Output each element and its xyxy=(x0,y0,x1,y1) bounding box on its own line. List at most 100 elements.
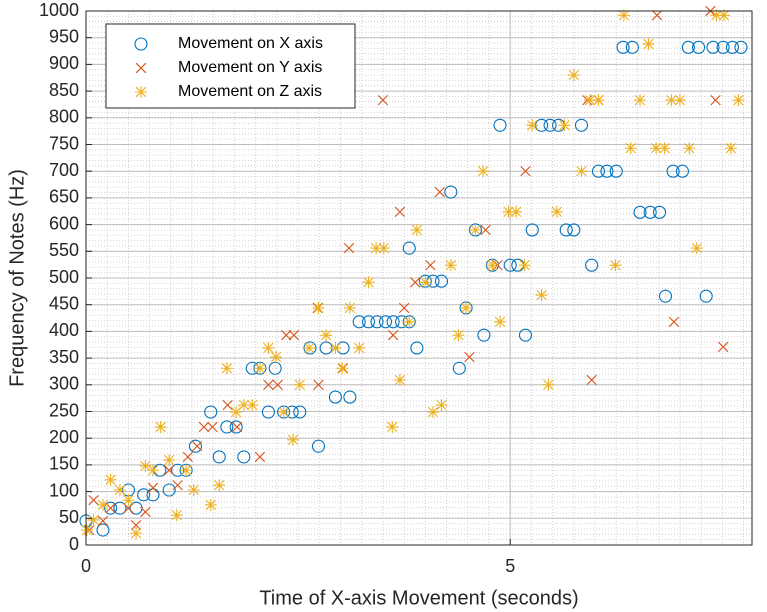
point xyxy=(88,494,99,506)
point xyxy=(187,483,200,496)
series xyxy=(79,40,748,537)
point xyxy=(486,259,499,272)
point xyxy=(377,94,389,106)
point xyxy=(724,142,737,155)
point xyxy=(311,439,326,453)
point xyxy=(386,315,400,329)
point xyxy=(426,406,439,419)
legend-marker xyxy=(134,37,148,51)
point xyxy=(287,433,300,446)
point xyxy=(477,165,490,178)
point xyxy=(518,328,533,342)
point xyxy=(526,119,539,132)
y-tick-label: 950 xyxy=(49,26,79,46)
point xyxy=(586,374,597,386)
point xyxy=(592,94,605,107)
y-tick-label: 850 xyxy=(49,80,79,100)
point xyxy=(230,406,243,419)
point xyxy=(303,341,316,354)
point xyxy=(162,483,176,497)
point xyxy=(434,186,445,198)
point xyxy=(261,405,275,419)
legend-marker xyxy=(135,86,147,98)
point xyxy=(87,513,100,526)
point xyxy=(591,164,605,178)
y-tick-label: 300 xyxy=(49,374,79,394)
point xyxy=(525,223,539,237)
point xyxy=(154,420,167,433)
point xyxy=(130,527,143,540)
point xyxy=(434,274,449,288)
point xyxy=(313,379,324,390)
point xyxy=(616,40,630,54)
point xyxy=(204,498,217,511)
point xyxy=(80,524,93,537)
marks xyxy=(79,5,748,540)
point xyxy=(567,223,581,237)
point xyxy=(543,118,557,132)
point xyxy=(272,379,283,390)
point xyxy=(494,315,507,328)
y-tick-label: 200 xyxy=(49,427,79,447)
point xyxy=(336,362,349,375)
point xyxy=(732,94,745,107)
point xyxy=(97,515,109,527)
point xyxy=(718,9,731,22)
point xyxy=(398,302,410,314)
point xyxy=(140,506,151,518)
point xyxy=(281,329,292,341)
x-axis-label: Time of X-axis Movement (seconds) xyxy=(259,587,578,609)
point xyxy=(222,399,233,411)
point xyxy=(609,259,622,272)
point xyxy=(188,439,202,453)
series xyxy=(80,9,745,540)
point xyxy=(130,520,142,531)
point xyxy=(559,223,573,237)
point xyxy=(542,378,555,391)
point xyxy=(246,399,259,412)
point xyxy=(394,206,406,217)
point xyxy=(617,9,630,22)
point xyxy=(370,242,383,255)
point xyxy=(263,379,274,390)
point xyxy=(633,205,647,219)
point xyxy=(231,421,243,433)
point xyxy=(477,328,491,342)
point xyxy=(402,241,416,255)
point xyxy=(386,420,399,433)
point xyxy=(104,501,118,515)
legend: Movement on X axis Movement on Y axis Move… xyxy=(105,23,356,109)
point xyxy=(574,118,589,132)
point xyxy=(198,421,210,433)
point xyxy=(288,329,300,341)
point xyxy=(460,301,473,314)
y-tick-label: 400 xyxy=(49,320,79,340)
point xyxy=(652,205,667,219)
y-tick-label: 900 xyxy=(49,53,79,73)
point xyxy=(681,40,695,54)
point xyxy=(503,258,517,272)
point xyxy=(361,315,376,329)
point xyxy=(464,351,475,363)
point xyxy=(683,142,696,155)
point xyxy=(237,450,251,464)
point xyxy=(123,502,134,514)
y-tick-label: 1000 xyxy=(39,0,79,20)
y-tick-label: 150 xyxy=(49,454,79,474)
point xyxy=(624,142,637,155)
point xyxy=(666,164,680,178)
point xyxy=(229,420,243,434)
point xyxy=(122,494,135,507)
point xyxy=(377,242,390,255)
point xyxy=(734,40,748,54)
point xyxy=(567,69,580,82)
point xyxy=(575,165,588,178)
point xyxy=(710,9,723,22)
point xyxy=(642,38,655,51)
point xyxy=(343,301,356,314)
point xyxy=(147,464,160,477)
point xyxy=(510,205,523,218)
point xyxy=(668,316,680,327)
y-tick-label: 700 xyxy=(49,160,79,180)
point xyxy=(182,451,193,463)
